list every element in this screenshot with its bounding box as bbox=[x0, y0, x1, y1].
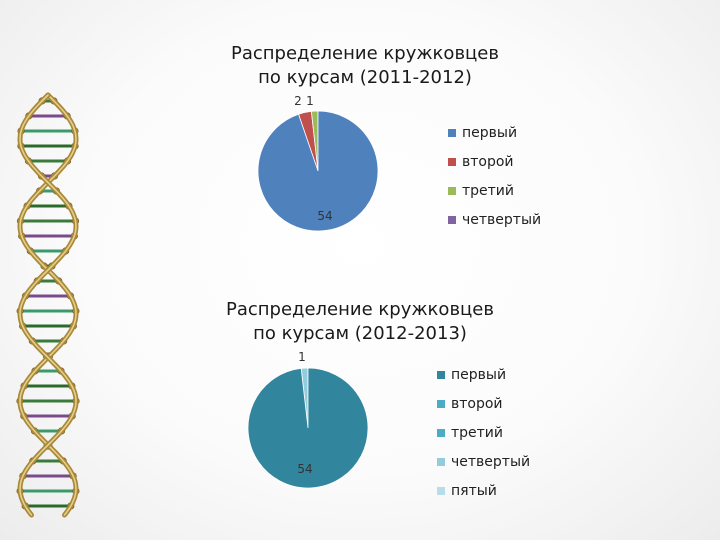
legend-swatch bbox=[437, 486, 445, 495]
chart-1-legend: первый второй третий четвертый bbox=[448, 118, 541, 234]
legend-swatch bbox=[448, 215, 456, 224]
data-label-2-1: 54 bbox=[297, 462, 313, 476]
dna-helix-decoration bbox=[16, 92, 80, 518]
chart-1-title: Распределение кружковцев по курсам (2011… bbox=[195, 42, 535, 90]
legend-label: третий bbox=[451, 424, 504, 441]
legend-item-2-2: второй bbox=[437, 389, 530, 418]
legend-item-1-2: второй bbox=[448, 147, 541, 176]
chart-2-legend: первый второй третий четвертый пятый bbox=[437, 360, 530, 505]
legend-swatch bbox=[448, 157, 456, 166]
legend-item-2-4: четвертый bbox=[437, 447, 530, 476]
legend-swatch bbox=[448, 186, 456, 195]
chart-1-title-line-1: Распределение кружковцев bbox=[230, 43, 499, 64]
legend-label: второй bbox=[451, 395, 503, 412]
legend-label: пятый bbox=[451, 482, 497, 499]
data-label-1-3: 1 bbox=[306, 94, 314, 108]
legend-swatch bbox=[437, 428, 445, 437]
legend-label: первый bbox=[451, 366, 507, 383]
legend-item-2-5: пятый bbox=[437, 476, 530, 505]
chart-1-title-line-2: по курсам (2011-2012) bbox=[258, 67, 472, 88]
legend-label: четвертый bbox=[462, 211, 542, 228]
legend-item-1-4: четвертый bbox=[448, 205, 541, 234]
chart-2-pie bbox=[247, 367, 369, 489]
chart-2-title-line-2: по курсам (2012-2013) bbox=[253, 323, 467, 344]
pie-slice-2-1 bbox=[247, 367, 369, 489]
legend-item-1-3: третий bbox=[448, 176, 541, 205]
data-label-1-2: 2 bbox=[294, 94, 302, 108]
data-label-1-1: 54 bbox=[317, 209, 333, 223]
pie-slice-1-1 bbox=[257, 110, 379, 232]
legend-label: четвертый bbox=[451, 453, 531, 470]
legend-item-2-3: третий bbox=[437, 418, 530, 447]
chart-1-pie bbox=[257, 110, 379, 232]
chart-2-title: Распределение кружковцев по курсам (2012… bbox=[190, 298, 530, 346]
legend-item-1-1: первый bbox=[448, 118, 541, 147]
legend-label: третий bbox=[462, 182, 515, 199]
legend-item-2-1: первый bbox=[437, 360, 530, 389]
legend-label: второй bbox=[462, 153, 514, 170]
chart-2-title-line-1: Распределение кружковцев bbox=[225, 299, 494, 320]
dna-strand bbox=[19, 94, 77, 516]
legend-label: первый bbox=[462, 124, 518, 141]
legend-swatch bbox=[437, 399, 445, 408]
legend-swatch bbox=[437, 457, 445, 466]
data-label-2-4: 1 bbox=[298, 350, 306, 364]
legend-swatch bbox=[448, 128, 456, 137]
legend-swatch bbox=[437, 370, 445, 379]
